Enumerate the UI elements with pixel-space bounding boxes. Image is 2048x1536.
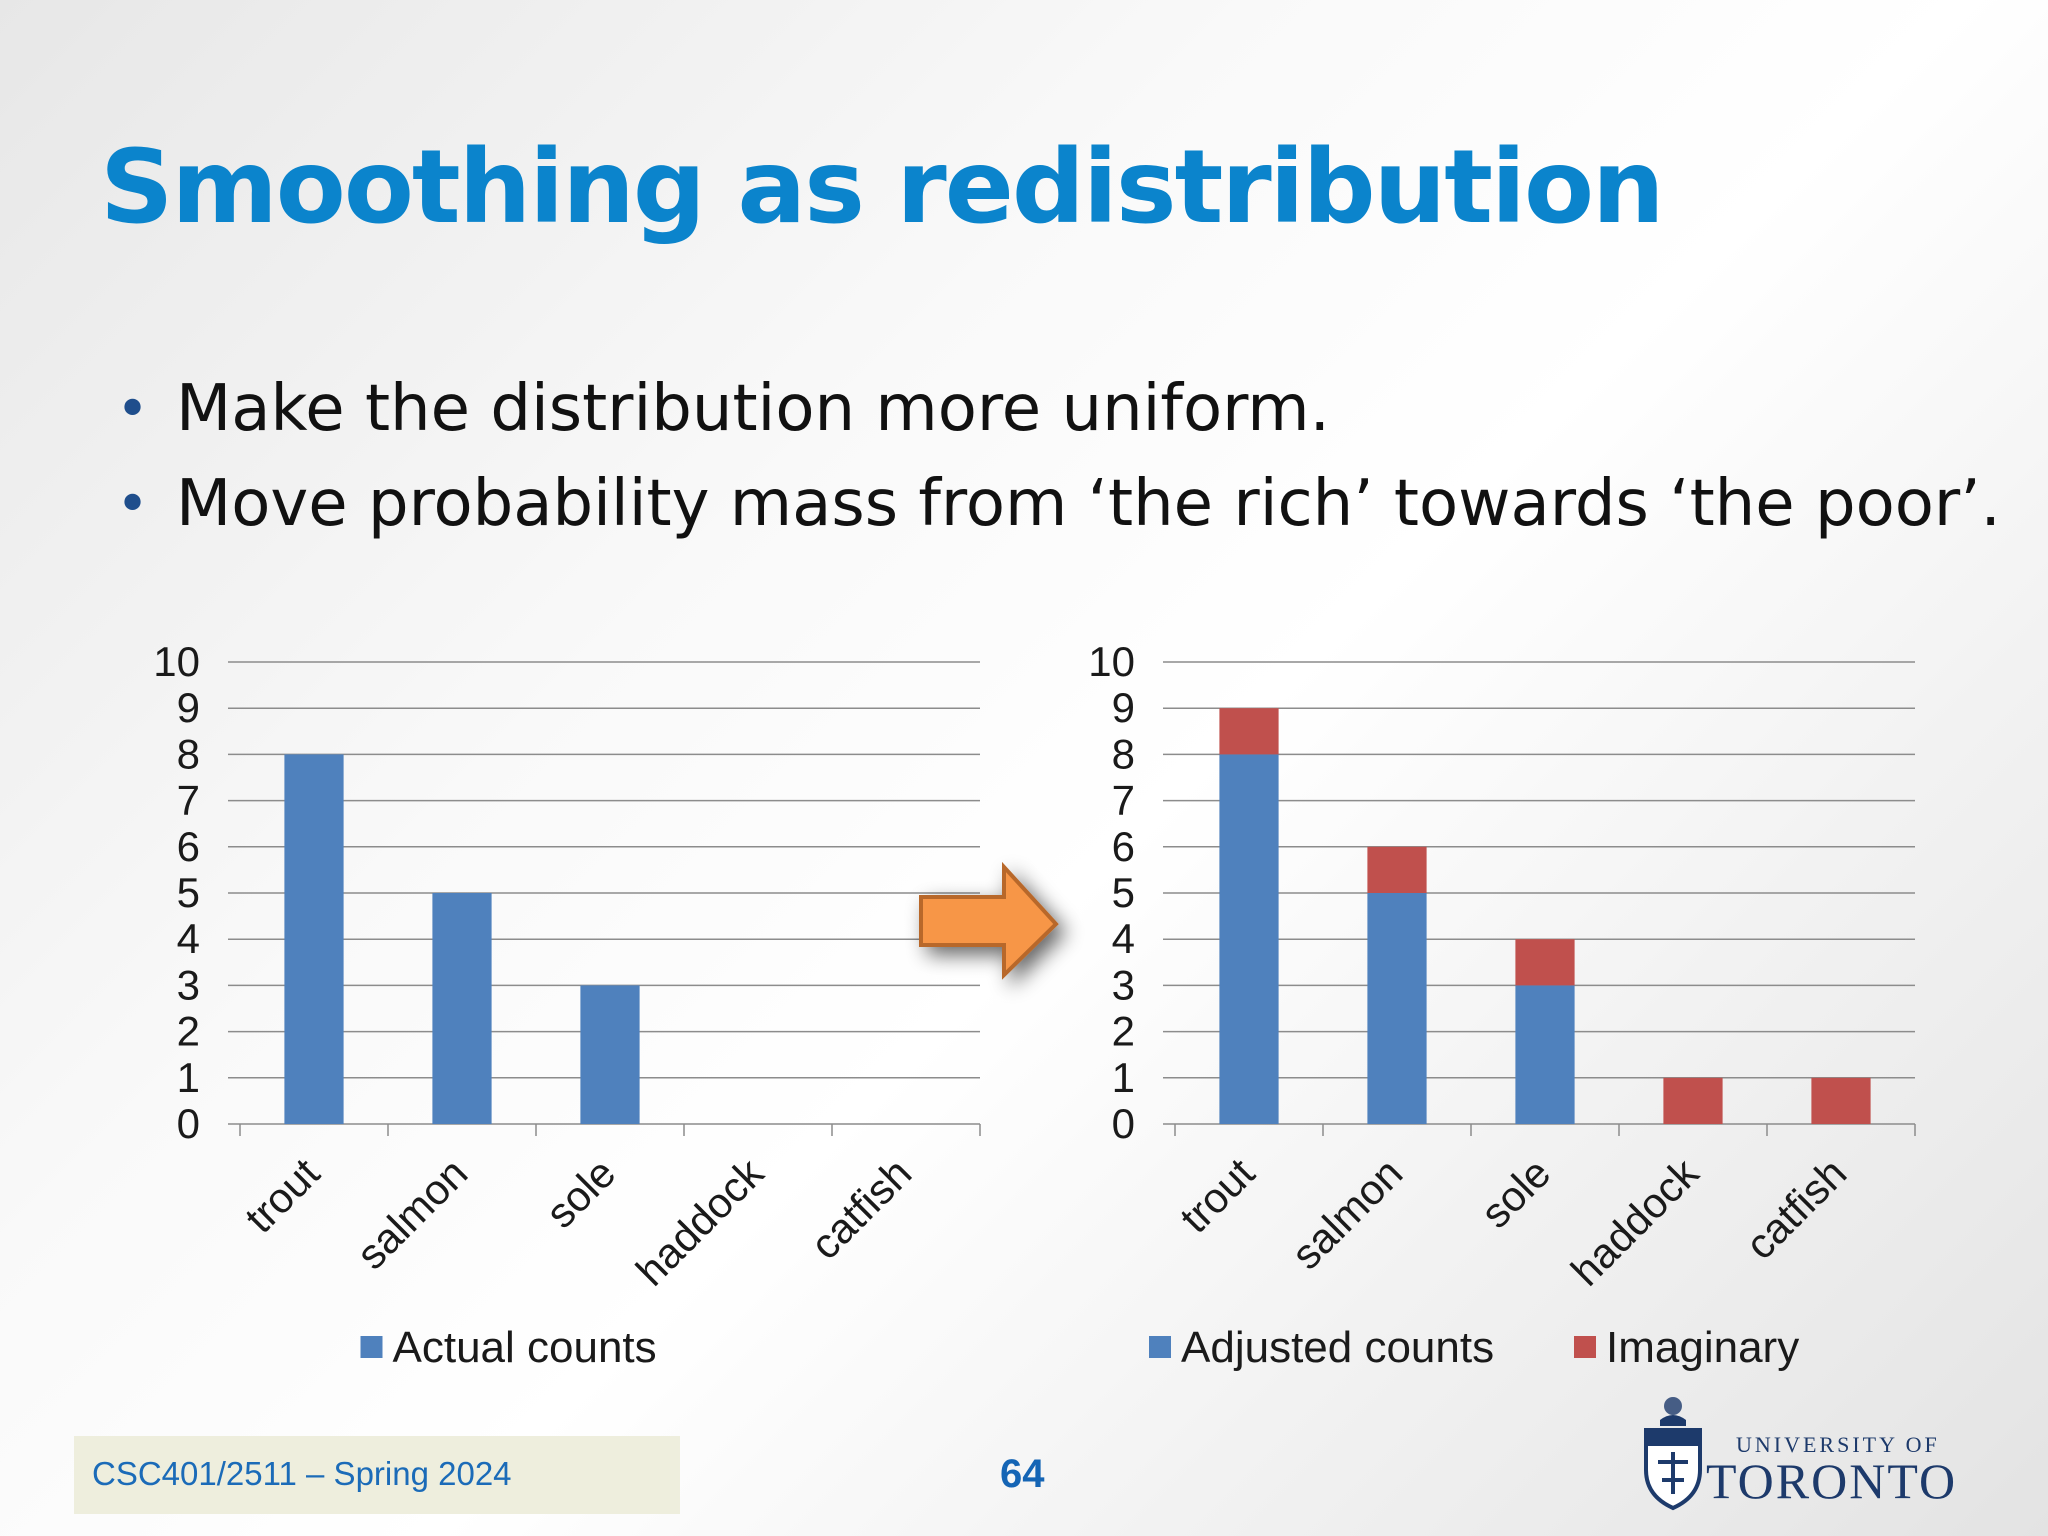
x-tick-label: salmon <box>1282 1149 1411 1278</box>
y-tick-label: 5 <box>177 869 200 916</box>
logo-text-line2: TORONTO <box>1706 1453 1958 1509</box>
legend-label: Imaginary <box>1606 1323 1799 1372</box>
bar <box>1219 708 1279 755</box>
x-tick-label: catfish <box>1736 1149 1855 1268</box>
x-tick-label: catfish <box>801 1149 920 1268</box>
bullet-item: • Move probability mass from ‘the rich’ … <box>112 457 2001 552</box>
university-logo: UNIVERSITY OF TORONTO <box>1638 1396 1968 1516</box>
y-tick-label: 7 <box>1112 777 1135 824</box>
bullet-dot-icon: • <box>116 472 150 537</box>
y-tick-label: 9 <box>177 684 200 731</box>
bar <box>1219 754 1279 1124</box>
bar <box>284 754 344 1124</box>
legend-label: Actual counts <box>393 1323 657 1372</box>
y-tick-label: 9 <box>1112 684 1135 731</box>
bullet-text: Make the distribution more uniform. <box>176 372 1330 446</box>
x-tick-label: trout <box>1171 1149 1264 1242</box>
bar <box>580 985 640 1124</box>
footer-box <box>74 1436 680 1514</box>
y-tick-label: 8 <box>1112 730 1135 777</box>
y-tick-label: 5 <box>1112 869 1135 916</box>
y-tick-label: 0 <box>177 1100 200 1147</box>
bullet-dot-icon: • <box>116 377 150 442</box>
y-tick-label: 4 <box>1112 915 1135 962</box>
crest-icon <box>1644 1397 1702 1511</box>
x-tick-label: salmon <box>347 1149 476 1278</box>
y-tick-label: 8 <box>177 730 200 777</box>
legend-swatch <box>1574 1336 1596 1358</box>
y-tick-label: 6 <box>177 823 200 870</box>
bar <box>1663 1077 1723 1124</box>
x-tick-label: haddock <box>1562 1148 1708 1294</box>
slide-title: Smoothing as redistribution <box>100 128 1665 247</box>
page-number: 64 <box>1000 1452 1045 1496</box>
y-tick-label: 10 <box>153 638 200 685</box>
bar <box>432 893 492 1124</box>
legend-swatch <box>1149 1336 1171 1358</box>
bullet-list: • Make the distribution more uniform. • … <box>112 362 2001 552</box>
y-tick-label: 3 <box>1112 961 1135 1008</box>
bar <box>1811 1077 1871 1124</box>
footer-course: CSC401/2511 – Spring 2024 <box>92 1455 512 1492</box>
y-tick-label: 1 <box>1112 1054 1135 1101</box>
right-arrow-icon <box>919 861 1059 980</box>
bullet-text: Move probability mass from ‘the rich’ to… <box>176 467 2001 541</box>
y-tick-label: 2 <box>1112 1008 1135 1055</box>
y-tick-label: 4 <box>177 915 200 962</box>
y-tick-label: 7 <box>177 777 200 824</box>
x-tick-label: sole <box>537 1149 625 1237</box>
y-tick-label: 1 <box>177 1054 200 1101</box>
bar <box>1515 985 1575 1124</box>
bar <box>1515 939 1575 986</box>
y-tick-label: 0 <box>1112 1100 1135 1147</box>
x-tick-label: haddock <box>627 1148 773 1294</box>
bar <box>1367 893 1427 1124</box>
x-tick-label: sole <box>1472 1149 1560 1237</box>
x-tick-label: trout <box>236 1149 329 1242</box>
bar <box>1367 846 1427 893</box>
y-tick-label: 6 <box>1112 823 1135 870</box>
legend-swatch <box>360 1336 383 1358</box>
y-tick-label: 10 <box>1088 638 1135 685</box>
legend-label: Adjusted counts <box>1181 1323 1494 1372</box>
y-tick-label: 3 <box>177 961 200 1008</box>
bullet-item: • Make the distribution more uniform. <box>112 362 2001 457</box>
y-tick-label: 2 <box>177 1008 200 1055</box>
logo-text-line1: UNIVERSITY OF <box>1736 1432 1940 1457</box>
